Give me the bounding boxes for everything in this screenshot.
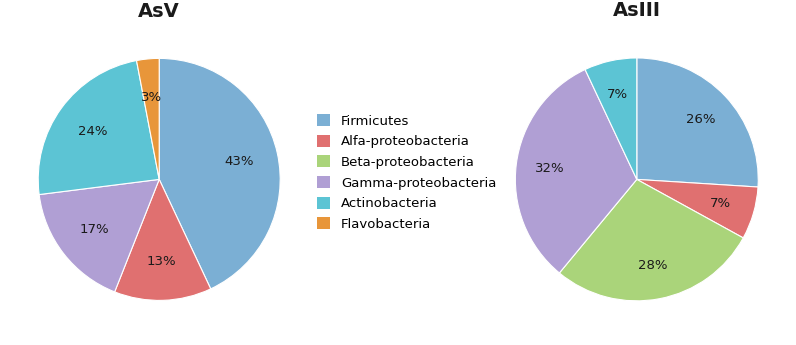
Wedge shape bbox=[585, 58, 637, 179]
Text: 7%: 7% bbox=[710, 197, 732, 210]
Wedge shape bbox=[137, 58, 159, 179]
Wedge shape bbox=[515, 70, 637, 273]
Text: 17%: 17% bbox=[80, 223, 109, 236]
Text: 7%: 7% bbox=[607, 88, 628, 101]
Text: 26%: 26% bbox=[686, 113, 716, 126]
Text: 3%: 3% bbox=[141, 91, 162, 104]
Wedge shape bbox=[38, 61, 159, 195]
Wedge shape bbox=[39, 179, 159, 292]
Text: 32%: 32% bbox=[535, 162, 565, 175]
Wedge shape bbox=[637, 58, 759, 187]
Text: 28%: 28% bbox=[638, 259, 668, 272]
Wedge shape bbox=[159, 58, 280, 289]
Text: 43%: 43% bbox=[224, 155, 254, 168]
Legend: Firmicutes, Alfa-proteobacteria, Beta-proteobacteria, Gamma-proteobacteria, Acti: Firmicutes, Alfa-proteobacteria, Beta-pr… bbox=[317, 114, 496, 231]
Wedge shape bbox=[560, 179, 743, 301]
Text: 24%: 24% bbox=[78, 125, 107, 138]
Title: AsIII: AsIII bbox=[613, 1, 661, 20]
Wedge shape bbox=[637, 179, 758, 238]
Text: 13%: 13% bbox=[147, 255, 177, 268]
Title: AsV: AsV bbox=[139, 2, 180, 21]
Wedge shape bbox=[115, 179, 211, 300]
